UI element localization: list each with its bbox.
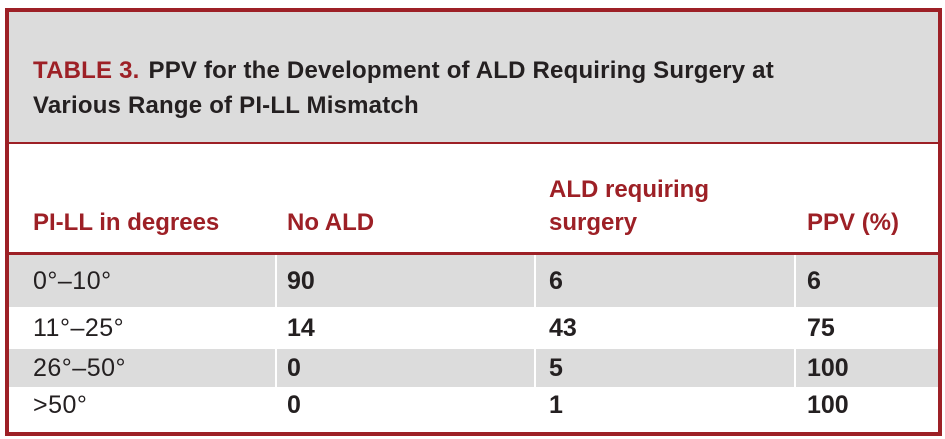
cell-ppv: 6 — [794, 255, 938, 307]
cell-ppv: 100 — [794, 391, 938, 420]
column-header-ppv: PPV (%) — [807, 209, 900, 236]
table-title-bar: TABLE 3. PPV for the Development of ALD R… — [9, 12, 938, 142]
table-row: 26°–50° 0 5 100 — [9, 349, 938, 387]
cell-ald-requiring-surgery: 43 — [534, 307, 794, 349]
cell-pi-ll-range: 11°–25° — [33, 313, 125, 342]
column-header-pi-ll: PI-LL in degrees — [33, 209, 220, 236]
table-row: 11°–25° 14 43 75 — [9, 307, 938, 349]
cell-no-ald: 14 — [275, 307, 534, 349]
header-divider-rule — [9, 252, 938, 255]
column-header-ald-requiring-surgery: ALD requiring surgery — [549, 176, 709, 236]
table-number-label: TABLE 3. — [33, 57, 140, 84]
table-row: 0°–10° 90 6 6 — [9, 255, 938, 307]
table-row: >50° 0 1 100 — [9, 387, 938, 432]
cell-no-ald: 0 — [275, 349, 534, 387]
table-title-line2: Various Range of PI-LL Mismatch — [33, 92, 419, 119]
cell-pi-ll-range: >50° — [33, 391, 88, 419]
cell-ald-requiring-surgery: 6 — [534, 255, 794, 307]
cell-no-ald: 0 — [275, 391, 534, 420]
table-title-line1: PPV for the Development of ALD Requiring… — [148, 57, 774, 84]
cell-ald-requiring-surgery: 5 — [534, 349, 794, 387]
cell-pi-ll-range: 0°–10° — [33, 266, 112, 295]
cell-ppv: 100 — [794, 349, 938, 387]
cell-ppv: 75 — [794, 307, 938, 349]
cell-pi-ll-range: 26°–50° — [33, 353, 127, 382]
column-header-no-ald: No ALD — [287, 209, 375, 236]
table-header-row: PI-LL in degrees No ALD ALD requiring su… — [9, 144, 938, 252]
title-divider-rule — [9, 142, 938, 144]
cell-no-ald: 90 — [275, 255, 534, 307]
cell-ald-requiring-surgery: 1 — [534, 391, 794, 420]
table-frame: TABLE 3. PPV for the Development of ALD R… — [5, 8, 942, 436]
